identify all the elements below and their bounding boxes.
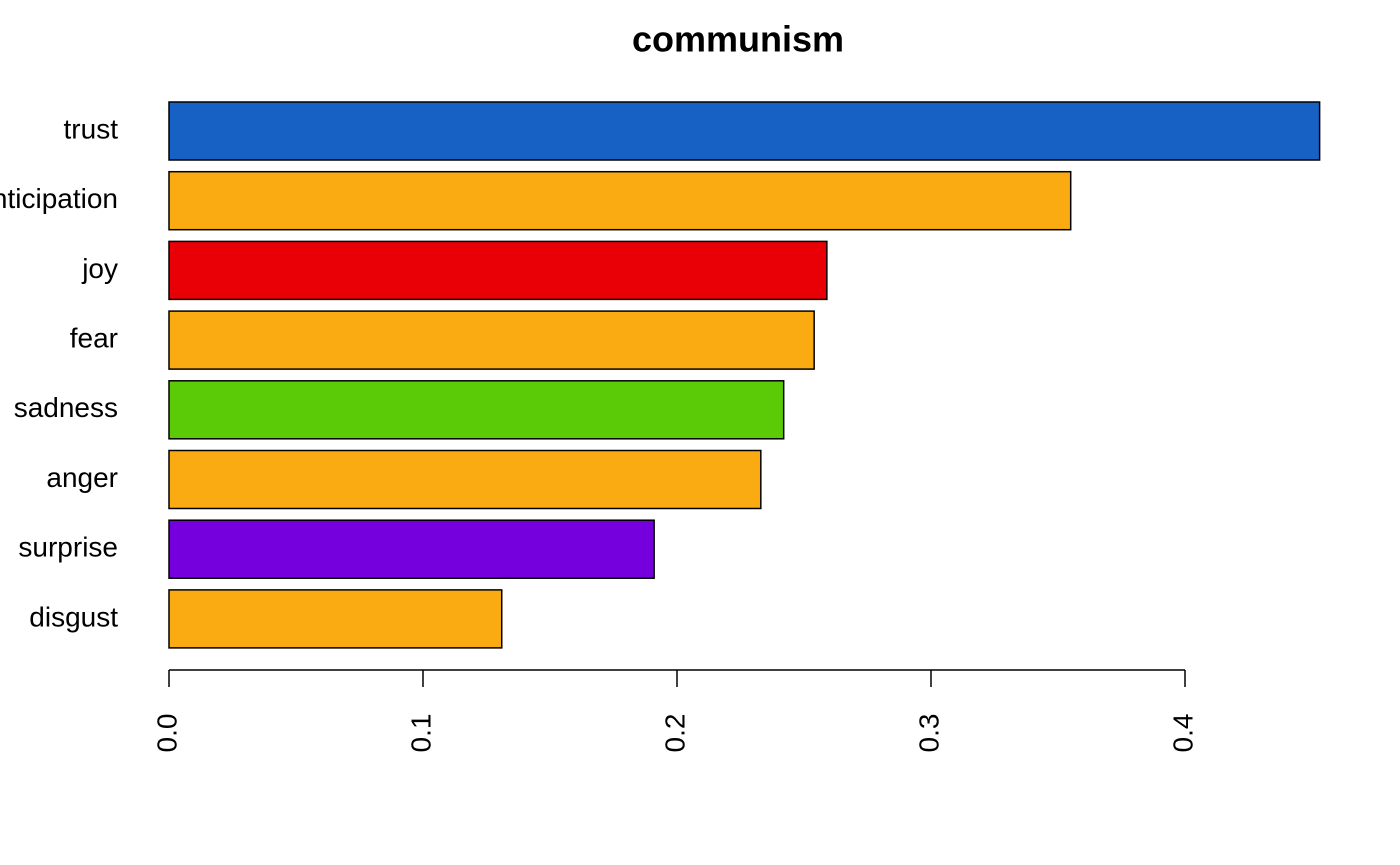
bar xyxy=(168,101,1321,161)
bar xyxy=(168,380,785,440)
y-tick-label: disgust xyxy=(29,601,118,632)
y-tick-label: anticipation xyxy=(0,183,118,214)
bar xyxy=(168,310,815,370)
bar xyxy=(168,589,503,649)
chart-title: communism xyxy=(632,19,844,60)
bar xyxy=(168,519,655,579)
x-tick-label: 0.3 xyxy=(913,714,944,753)
y-tick-label: surprise xyxy=(18,532,118,563)
x-tick-label: 0.0 xyxy=(151,714,182,753)
x-tick-label: 0.2 xyxy=(659,714,690,753)
bar xyxy=(168,170,1072,231)
x-tick-label: 0.1 xyxy=(405,714,436,753)
y-tick-label: joy xyxy=(81,253,118,284)
bar xyxy=(168,449,762,510)
y-tick-label: sadness xyxy=(14,392,118,423)
y-tick-label: anger xyxy=(46,462,118,493)
y-tick-label: trust xyxy=(64,113,119,144)
x-tick-label: 0.4 xyxy=(1167,714,1198,753)
y-tick-label: fear xyxy=(70,322,118,353)
bar xyxy=(168,240,828,301)
